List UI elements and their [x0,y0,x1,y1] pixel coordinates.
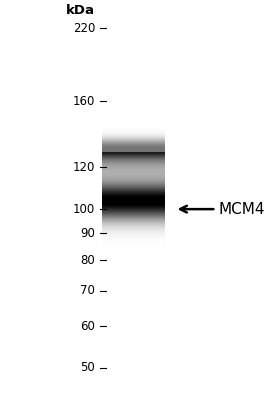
Text: 90: 90 [80,227,95,240]
Text: kDa: kDa [66,4,95,17]
Text: MCM4: MCM4 [219,202,265,217]
Text: 80: 80 [80,254,95,267]
Text: 100: 100 [73,203,95,216]
Bar [102,4,164,397]
Text: 70: 70 [80,284,95,297]
Text: 120: 120 [73,161,95,174]
Text: 60: 60 [80,320,95,333]
Text: 220: 220 [73,22,95,35]
Text: 50: 50 [80,362,95,374]
Text: 160: 160 [73,95,95,108]
